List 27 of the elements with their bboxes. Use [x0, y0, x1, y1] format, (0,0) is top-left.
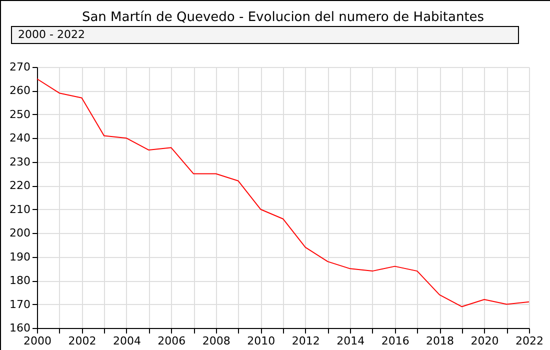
y-tick-label: 190 — [10, 250, 30, 264]
y-tick-label: 210 — [10, 202, 30, 216]
y-tick-label: 180 — [10, 274, 30, 288]
chart-subtitle: 2000 - 2022 — [11, 26, 519, 44]
line-series — [36, 78, 530, 308]
x-tick-label: 2006 — [158, 334, 186, 348]
x-tick-label: 2016 — [381, 334, 410, 348]
y-tick-label: 160 — [10, 322, 30, 334]
y-tick-label: 200 — [10, 226, 30, 240]
x-tick-label: 2012 — [292, 334, 320, 348]
x-tick-label: 2010 — [247, 334, 276, 348]
x-tick-label: 2008 — [202, 334, 230, 348]
x-tick-label: 2014 — [336, 334, 365, 348]
x-tick-label: 2004 — [112, 334, 141, 348]
y-tick-label: 260 — [10, 84, 30, 98]
x-tick-label: 2020 — [470, 334, 499, 348]
x-tick-label: 2018 — [426, 334, 454, 348]
y-tick-label: 250 — [10, 108, 30, 121]
y-tick-label: 220 — [10, 179, 30, 192]
x-tick-label: 2002 — [68, 334, 96, 348]
y-tick-label: 240 — [10, 132, 30, 145]
x-tick-label: 2022 — [516, 334, 544, 348]
chart-title: San Martín de Quevedo - Evolucion del numero de Habitantes — [82, 10, 484, 25]
y-tick-label: 230 — [10, 155, 30, 168]
y-tick-label: 270 — [10, 60, 30, 74]
y-tick-label: 170 — [10, 298, 30, 311]
x-tick-label: 2000 — [24, 334, 52, 348]
